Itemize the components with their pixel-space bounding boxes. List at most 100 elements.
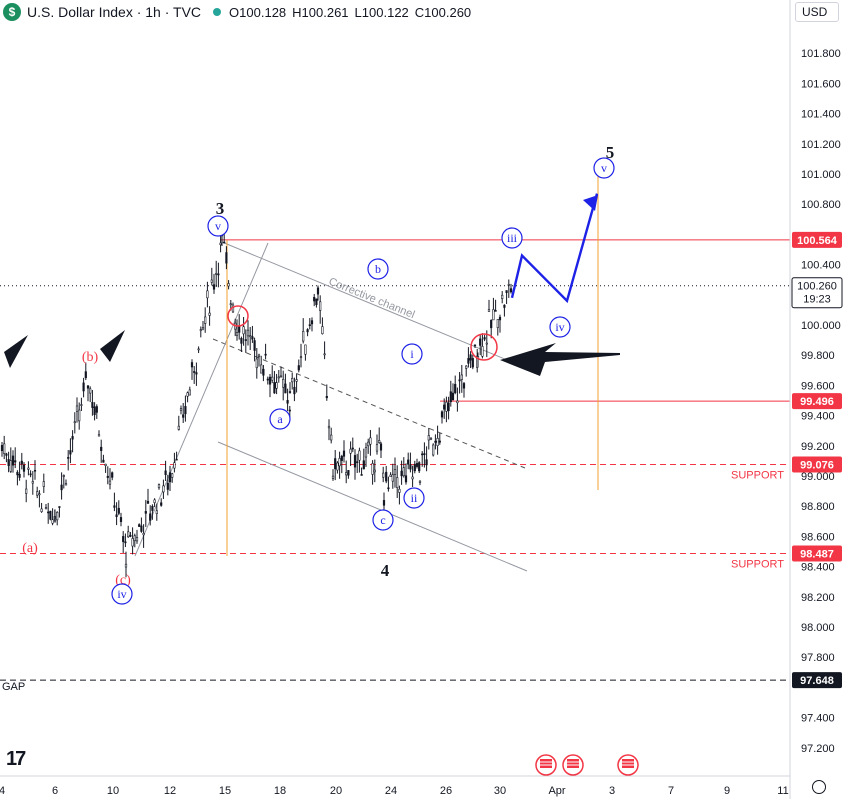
candle-body [204,316,207,324]
candle-body [53,519,57,522]
candle-body [102,459,105,463]
y-tick-label: 101.400 [801,109,841,121]
y-tick-label: 97.400 [801,713,835,725]
candle-body [246,329,250,337]
candle-body [445,401,448,412]
candle-body [286,400,289,404]
candle-body [483,337,486,340]
candle-body [351,447,354,450]
candle-body [438,440,441,443]
wave-label-circle [593,157,615,179]
candle-body [78,409,81,422]
y-tick-label: 97.200 [801,743,835,755]
candle-body [201,327,205,330]
candle-body [299,356,303,358]
candle-body [119,517,123,522]
last-price-tag [791,277,843,309]
candle-body [133,535,136,542]
candle-body [3,443,6,454]
candle-body [124,541,127,544]
y-tick-label: 99.000 [801,471,835,483]
us-flag-icon [540,759,552,768]
candle-body [11,455,15,466]
candle-body [409,464,412,470]
candle-body [456,400,459,404]
candle-body [115,514,118,517]
candle-body [316,287,320,295]
candle-body [155,510,158,514]
candle-body [418,480,422,483]
candle-body [498,316,502,321]
candle-body [255,358,258,369]
price-level-tag [792,393,842,410]
candle-body [227,283,230,287]
wave-label-major: 4 [381,561,390,580]
candle-body [364,447,368,458]
candle-body [423,453,426,455]
us-flag-icon [567,759,579,768]
candle-body [69,450,72,455]
candle-body [64,483,68,486]
candle-body [235,332,239,336]
y-tick-label: 99.800 [801,350,835,362]
candle-body [308,324,311,326]
candle-body [425,459,428,466]
candle-body [371,463,374,475]
wave-label-circle [401,343,423,365]
candle-body [496,319,499,328]
candle-body [146,500,150,504]
candle-body [293,386,296,395]
candle-body [249,335,252,338]
candle-body [462,383,466,389]
candle-body [20,460,23,465]
y-tick-label: 98.800 [801,501,835,513]
candle-body [60,484,63,491]
candle-body [179,408,183,411]
candle-body [193,371,196,373]
channel-label: Corrective channel [327,276,417,321]
candle-body [142,533,145,536]
candle-body [22,464,26,472]
wave-label: iv [555,320,564,334]
settings-gear-icon[interactable] [812,780,826,794]
candle-body [402,467,405,477]
candle-body [481,346,484,357]
symbol-title[interactable]: U.S. Dollar Index · 1h · TVC [27,4,202,20]
currency-selector[interactable]: USD [795,2,839,22]
candle-body [342,450,346,457]
candle-body [14,460,17,463]
candle-body [387,487,390,490]
candle-body [485,342,488,345]
candle-body [297,365,300,371]
candle-body [97,434,101,437]
y-tick-label: 98.400 [801,562,835,574]
candle-body [225,252,228,264]
trend-line [134,242,269,557]
candle-body [321,326,324,335]
candle-body [229,303,232,306]
candle-body [71,436,74,440]
candle-body [304,344,307,355]
y-tick-label: 101.200 [801,139,841,151]
candle-body [153,499,156,503]
candle-body [253,340,256,351]
candle-body [400,470,403,477]
x-tick-label: 30 [494,785,506,797]
channel-lower-line [217,441,528,572]
candle-body [9,460,12,472]
wave-label: c [380,513,385,527]
price-level-value: 99.496 [800,396,834,408]
candle-body [95,406,98,413]
candle-body [5,453,8,456]
candle-body [310,320,314,325]
candle-body [108,480,112,485]
wave-label: v [215,219,221,233]
candle-body [266,378,269,381]
pointer-arrow-icon [100,330,125,362]
candle-body [396,477,399,489]
candle-body [427,435,430,441]
candle-body [291,378,294,383]
candle-body [238,326,241,333]
y-tick-label: 99.400 [801,411,835,423]
